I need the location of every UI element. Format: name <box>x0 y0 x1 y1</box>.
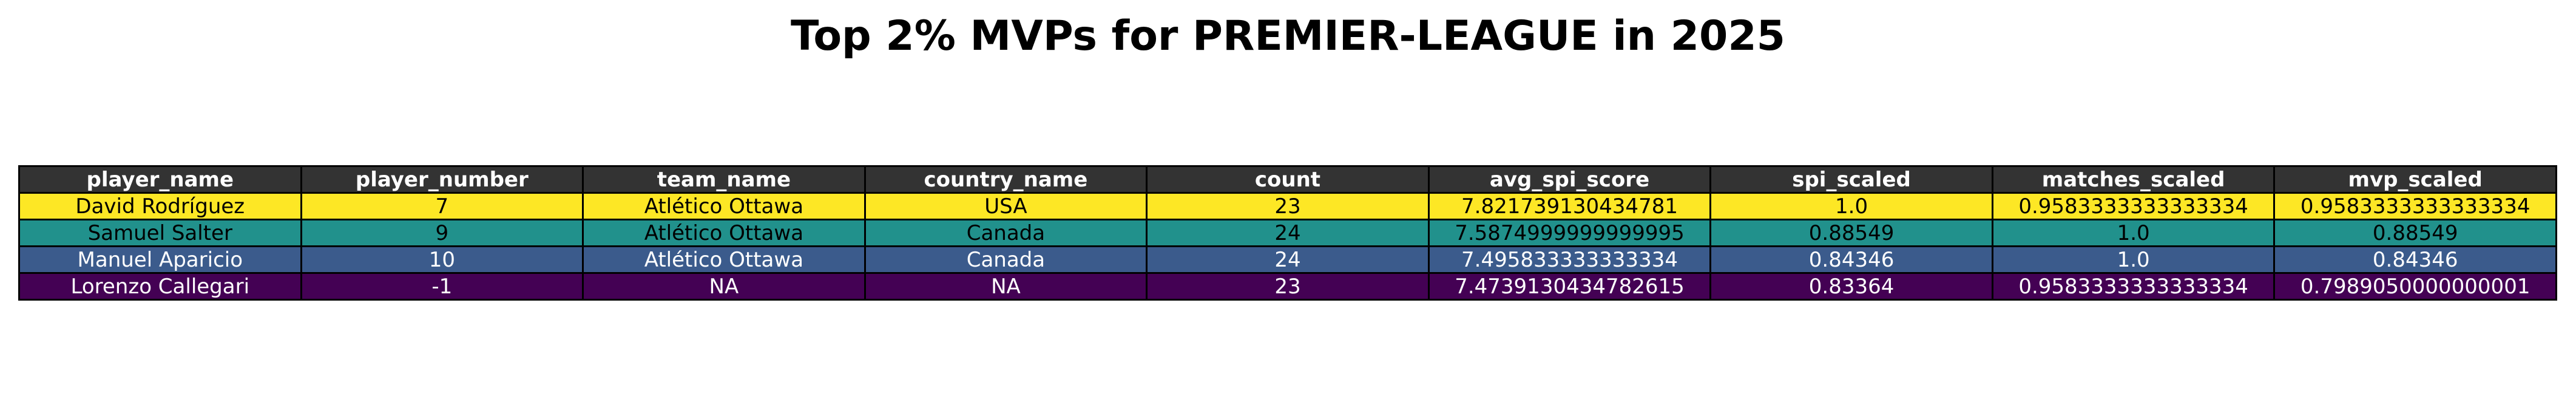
table-cell-count: 24 <box>1146 219 1430 247</box>
table-cell-country-name: Canada <box>864 245 1148 274</box>
column-header-player-name: player_name <box>18 165 302 194</box>
table-cell-player-name: Samuel Salter <box>18 219 302 247</box>
table-cell-team-name: Atlético Ottawa <box>582 245 866 274</box>
column-header-country-name: country_name <box>864 165 1148 194</box>
table-cell-matches-scaled: 0.9583333333333334 <box>1991 272 2276 301</box>
table-cell-player-name: Lorenzo Callegari <box>18 272 302 301</box>
table-header-row: player_name player_number team_name country… <box>18 165 2557 194</box>
column-header-count: count <box>1146 165 1430 194</box>
column-header-player-number: player_number <box>300 165 584 194</box>
table-cell-team-name: Atlético Ottawa <box>582 219 866 247</box>
table-cell-mvp-scaled: 0.7989050000000001 <box>2273 272 2557 301</box>
column-header-mvp-scaled: mvp_scaled <box>2273 165 2557 194</box>
table-row: Samuel Salter 9 Atlético Ottawa Canada 24 7.5… <box>18 219 2557 247</box>
table-row: Lorenzo Callegari -1 NA NA 23 7.4739130434782… <box>18 272 2557 301</box>
table-cell-player-name: Manuel Aparicio <box>18 245 302 274</box>
mvp-table: player_name player_number team_name country… <box>18 165 2557 301</box>
table-cell-avg-spi-score: 7.495833333333334 <box>1427 245 1712 274</box>
table-cell-player-number: 10 <box>300 245 584 274</box>
table-cell-mvp-scaled: 0.88549 <box>2273 219 2557 247</box>
table-cell-matches-scaled: 0.9583333333333334 <box>1991 192 2276 220</box>
table-cell-avg-spi-score: 7.5874999999999995 <box>1427 219 1712 247</box>
table-cell-player-name: David Rodríguez <box>18 192 302 220</box>
table-cell-player-number: 9 <box>300 219 584 247</box>
table-cell-mvp-scaled: 0.84346 <box>2273 245 2557 274</box>
table-cell-matches-scaled: 1.0 <box>1991 245 2276 274</box>
table-cell-country-name: Canada <box>864 219 1148 247</box>
table-cell-team-name: NA <box>582 272 866 301</box>
table-cell-country-name: NA <box>864 272 1148 301</box>
column-header-team-name: team_name <box>582 165 866 194</box>
column-header-matches-scaled: matches_scaled <box>1991 165 2276 194</box>
table-cell-spi-scaled: 1.0 <box>1709 192 1993 220</box>
mvp-table-container: player_name player_number team_name country… <box>18 165 2557 301</box>
table-body: David Rodríguez 7 Atlético Ottawa USA 23 7.82… <box>18 192 2557 301</box>
table-cell-spi-scaled: 0.84346 <box>1709 245 1993 274</box>
table-cell-player-number: -1 <box>300 272 584 301</box>
table-cell-count: 24 <box>1146 245 1430 274</box>
table-cell-matches-scaled: 1.0 <box>1991 219 2276 247</box>
table-row: David Rodríguez 7 Atlético Ottawa USA 23 7.82… <box>18 192 2557 220</box>
table-row: Manuel Aparicio 10 Atlético Ottawa Canada 24… <box>18 245 2557 274</box>
table-cell-country-name: USA <box>864 192 1148 220</box>
table-cell-team-name: Atlético Ottawa <box>582 192 866 220</box>
table-cell-avg-spi-score: 7.4739130434782615 <box>1427 272 1712 301</box>
column-header-avg-spi-score: avg_spi_score <box>1427 165 1712 194</box>
table-cell-spi-scaled: 0.88549 <box>1709 219 1993 247</box>
table-cell-count: 23 <box>1146 192 1430 220</box>
table-cell-avg-spi-score: 7.821739130434781 <box>1427 192 1712 220</box>
table-cell-mvp-scaled: 0.9583333333333334 <box>2273 192 2557 220</box>
column-header-spi-scaled: spi_scaled <box>1709 165 1993 194</box>
chart-title: Top 2% MVPs for PREMIER-LEAGUE in 2025 <box>790 12 1785 60</box>
table-cell-count: 23 <box>1146 272 1430 301</box>
table-cell-spi-scaled: 0.83364 <box>1709 272 1993 301</box>
table-cell-player-number: 7 <box>300 192 584 220</box>
